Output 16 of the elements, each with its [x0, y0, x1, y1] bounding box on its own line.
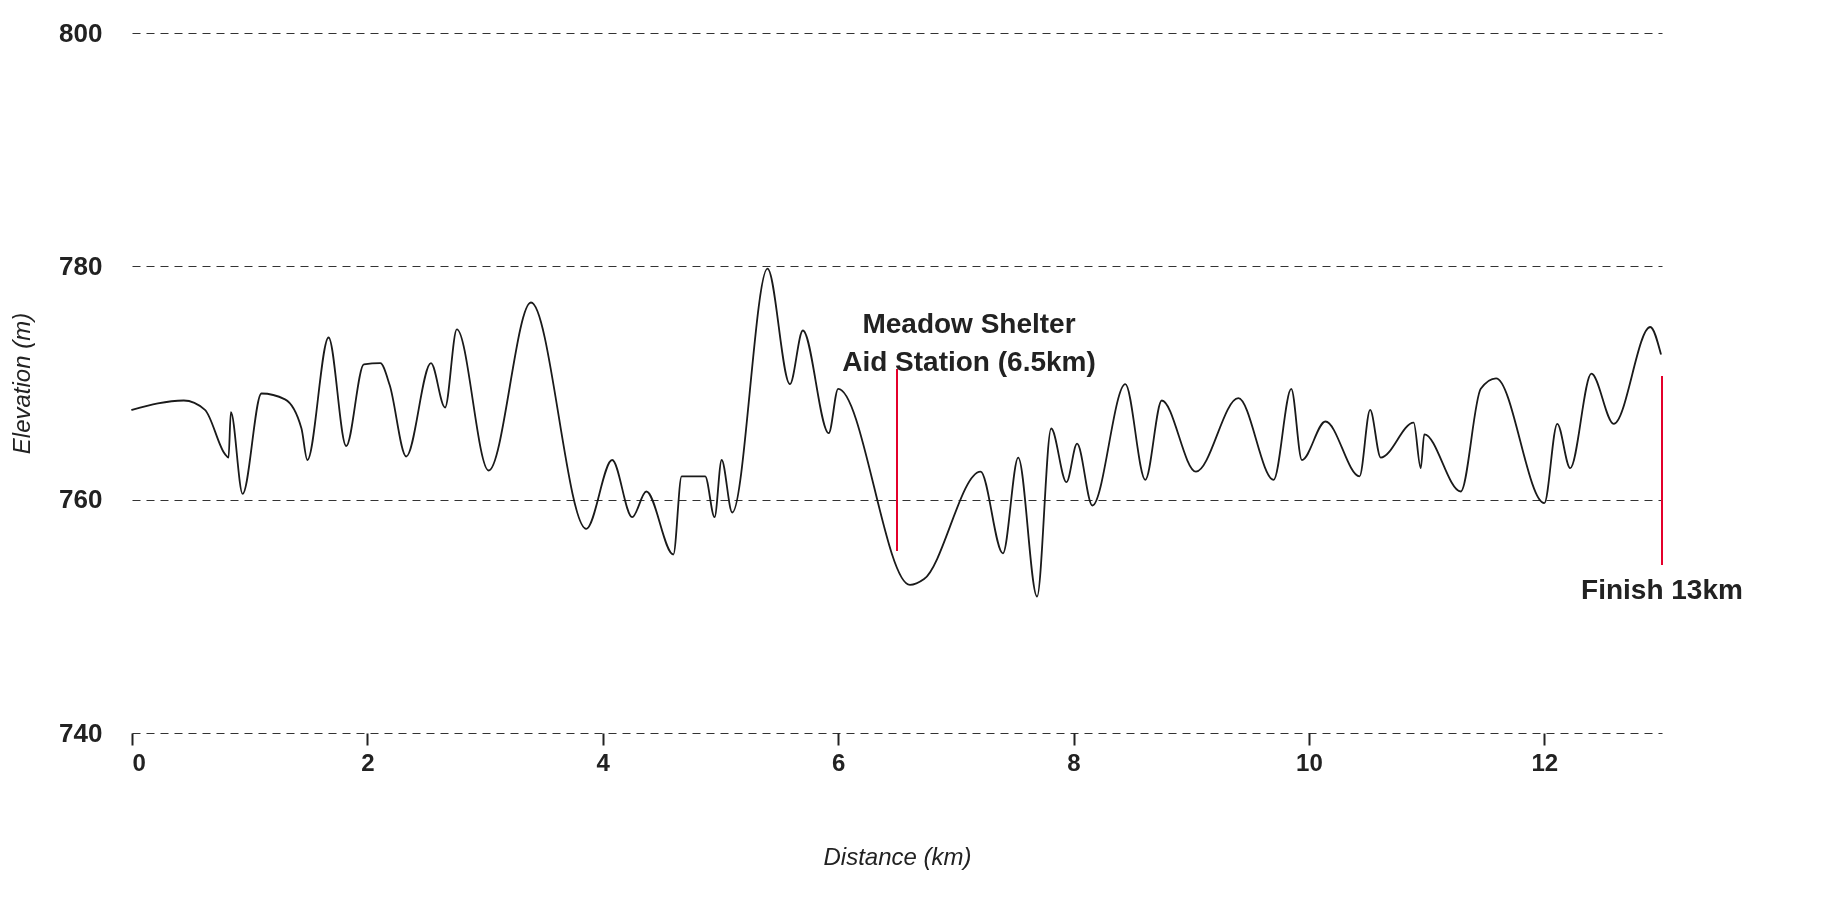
y-tick-label: 760 — [59, 484, 103, 515]
line-series — [131, 267, 1662, 598]
x-tick-label: 12 — [1531, 748, 1559, 776]
x-tick-label: 4 — [596, 748, 611, 776]
y-tick-label: 740 — [59, 717, 103, 748]
y-tick-label: 800 — [59, 17, 103, 48]
y-axis-title: Elevation (m) — [8, 312, 36, 455]
ref-line-label: Finish 13km — [1581, 574, 1743, 605]
x-tick-label: 2 — [361, 748, 375, 776]
x-axis-title: Distance (km) — [823, 842, 972, 870]
x-tick-label: 6 — [831, 748, 846, 776]
y-tick-label: 780 — [59, 250, 103, 281]
x-tick-label: 0 — [132, 748, 146, 776]
x-tick-label: 8 — [1067, 748, 1081, 776]
ref-line-label: Meadow Shelter Aid Station (6.5km) — [842, 308, 1096, 377]
x-tick-label: 10 — [1296, 748, 1323, 776]
